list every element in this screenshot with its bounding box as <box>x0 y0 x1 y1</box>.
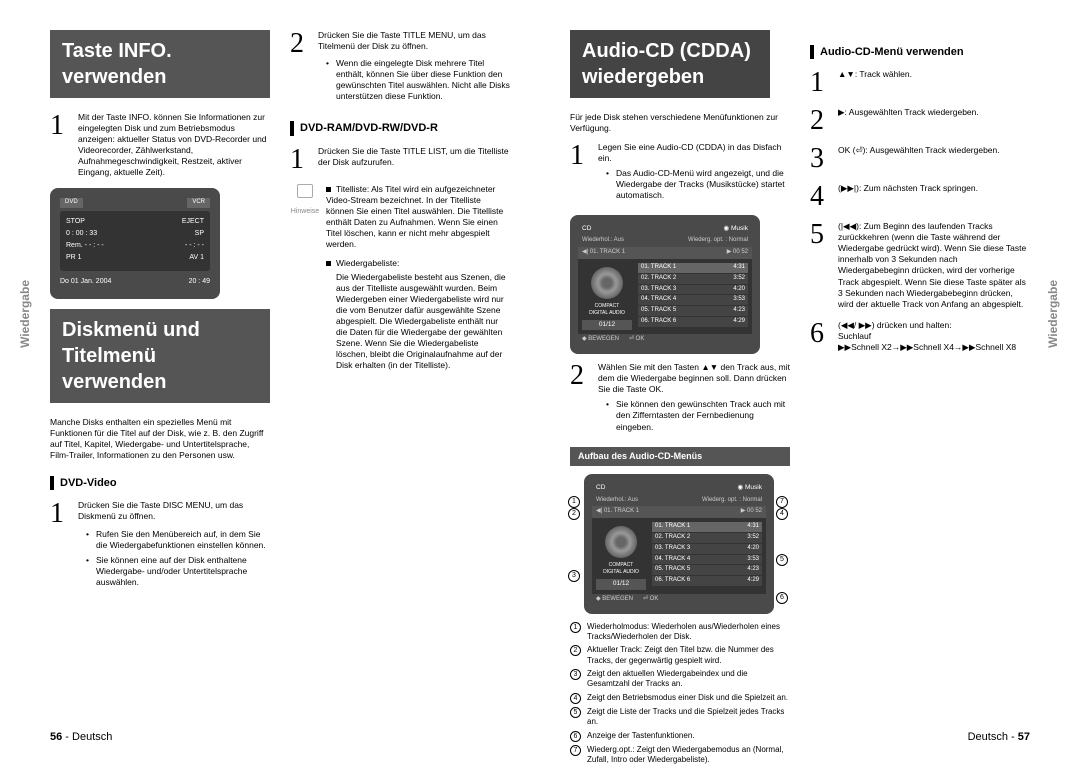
right-page: Wiedergabe Audio-CD (CDDA) wiedergeben F… <box>540 0 1080 762</box>
left-page: Wiedergabe Taste INFO. verwenden 1 Mit d… <box>0 0 540 762</box>
audiocd-intro: Für jede Disk stehen verschiedene Menüfu… <box>570 112 790 134</box>
page-spread: Wiedergabe Taste INFO. verwenden 1 Mit d… <box>0 0 1080 762</box>
cd-step-2: 2 Wählen Sie mit den Tasten ▲▼ den Track… <box>570 362 790 436</box>
compact-disc-icon <box>591 267 623 299</box>
info-display-panel: DVDVCR STOPEJECT 0 : 00 : 33SP Rem. - - … <box>50 188 220 299</box>
diskmenu-intro: Manche Disks enthalten ein spezielles Me… <box>50 417 270 461</box>
step-text: Mit der Taste INFO. können Sie Informati… <box>78 112 270 178</box>
compact-disc-icon <box>605 526 637 558</box>
left-col-2: 2 Drücken Sie die Taste TITLE MENU, um d… <box>290 30 510 700</box>
banner-diskmenu: Diskmenü und Titelmenü verwenden <box>50 309 270 403</box>
footer-left: 56 - Deutsch <box>50 730 112 744</box>
info-step-1: 1 Mit der Taste INFO. können Sie Informa… <box>50 112 270 178</box>
dvdram-step-1: 1 Drücken Sie die Taste TITLE LIST, um d… <box>290 146 510 174</box>
dvd-ram-heading: DVD-RAM/DVD-RW/DVD-R <box>290 121 510 135</box>
callout-descriptions: 1Wiederholmodus: Wiederholen aus/Wiederh… <box>570 622 790 765</box>
left-col-1: Taste INFO. verwenden 1 Mit der Taste IN… <box>50 30 270 700</box>
footer-right: Deutsch - 57 <box>968 730 1030 744</box>
banner-info-text: Taste INFO. verwenden <box>62 40 172 88</box>
banner-audiocd: Audio-CD (CDDA) wiedergeben <box>570 30 770 98</box>
note-icon <box>297 184 313 198</box>
side-tab-right: Wiedergabe <box>1046 280 1062 348</box>
step-number: 1 <box>50 112 70 178</box>
aufbau-heading: Aufbau des Audio-CD-Menüs <box>570 447 790 467</box>
right-col-1: Audio-CD (CDDA) wiedergeben Für jede Dis… <box>570 30 790 700</box>
title-step-2: 2 Drücken Sie die Taste TITLE MENU, um d… <box>290 30 510 106</box>
right-col-2: Audio-CD-Menü verwenden 1▲▼: Track wähle… <box>810 30 1030 700</box>
audio-menu-heading: Audio-CD-Menü verwenden <box>810 45 1030 59</box>
banner-info: Taste INFO. verwenden <box>50 30 270 98</box>
dvd-video-heading: DVD-Video <box>50 476 270 490</box>
cd-menu-callout: 1 2 3 7 4 5 6 CD◉ Musik Wiederhol.: AusW… <box>570 474 790 613</box>
cd-menu-display-1: CD◉ Musik Wiederhol.: AusWiederg. opt. :… <box>570 215 760 354</box>
dvd-step-1: 1 Drücken Sie die Taste DISC MENU, um da… <box>50 500 270 591</box>
side-tab-left: Wiedergabe <box>18 280 34 348</box>
note-label: Hinweise <box>290 207 320 216</box>
cd-step-1: 1 Legen Sie eine Audio-CD (CDDA) in das … <box>570 142 790 205</box>
